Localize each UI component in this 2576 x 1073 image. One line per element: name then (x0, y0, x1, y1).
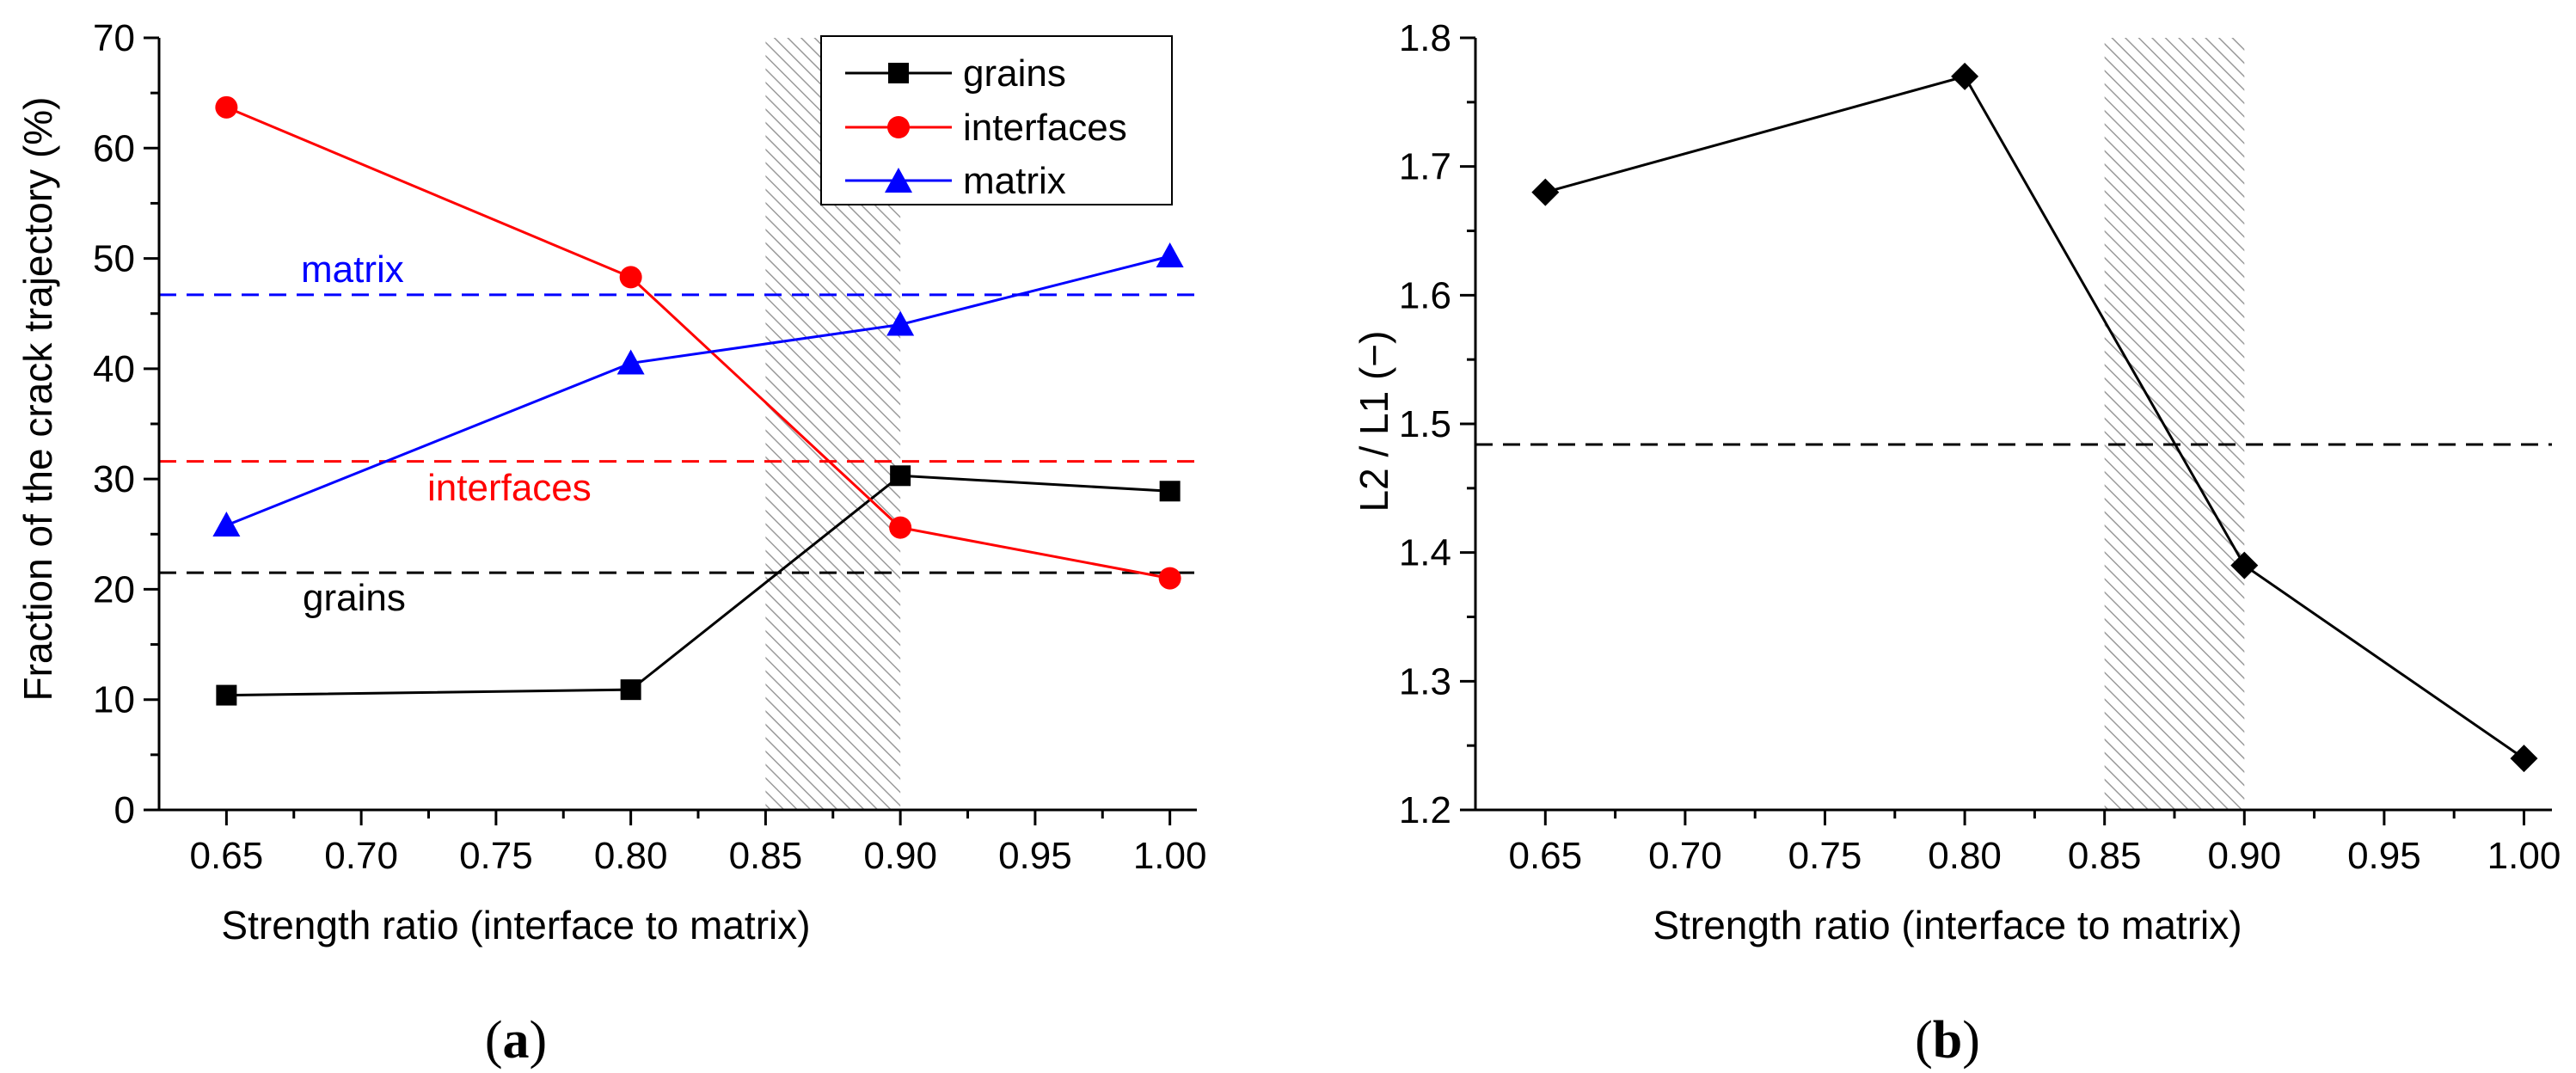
ref-label-grains: grains (303, 577, 406, 619)
y-tick-label: 30 (93, 458, 135, 500)
y-tick-label: 10 (93, 679, 135, 721)
x-tick-label: 0.75 (459, 835, 533, 877)
legend: grains interfaces matrix (820, 35, 1173, 205)
x-tick-label: 0.70 (324, 835, 398, 877)
ref-label-interfaces: interfaces (427, 467, 592, 509)
legend-entry-matrix: matrix (845, 160, 1066, 202)
data-point-interfaces-2 (889, 516, 912, 539)
data-point-l2-l1-3 (2510, 745, 2538, 773)
y-tick-label: 1.3 (1399, 660, 1451, 702)
data-point-l2-l1-2 (2230, 551, 2259, 579)
series-line-l2-l1 (1544, 75, 2525, 760)
series-line-matrix (225, 254, 1171, 527)
x-tick-label: 1.00 (1133, 835, 1207, 877)
y-tick-label: 1.4 (1399, 532, 1451, 574)
y-axis-title-b: L2 / L1 (−) (1352, 331, 1396, 512)
y-axis-title-a: Fraction of the crack trajectory (%) (15, 97, 60, 702)
chart-panel-b: 0.65 0.70 0.75 0.80 0.85 0.90 0.95 1.00 1.2 1.3 1.… (1352, 17, 2561, 947)
legend-entry-grains: grains (845, 52, 1066, 95)
series-line-grains (226, 474, 1170, 697)
legend-label-grains: grains (963, 52, 1066, 95)
x-axis-title-b: Strength ratio (interface to matrix) (1653, 903, 2242, 947)
x-tick-label: 0.90 (863, 835, 937, 877)
legend-marker-matrix (885, 168, 912, 193)
panel-label-b: (b) (1915, 1011, 1980, 1070)
y-tick-label: 20 (93, 568, 135, 610)
legend-label-matrix: matrix (963, 160, 1066, 202)
data-point-matrix-1 (616, 349, 645, 375)
data-point-interfaces-0 (215, 95, 238, 119)
data-point-grains-3 (1159, 481, 1181, 502)
data-point-matrix-3 (1156, 242, 1184, 268)
x-tick-label: 0.95 (2347, 835, 2421, 877)
data-point-l2-l1-0 (1531, 178, 1560, 206)
data-point-grains-1 (620, 679, 641, 701)
y-tick-label: 1.2 (1399, 789, 1451, 831)
x-tick-label: 0.85 (729, 835, 803, 877)
legend-marker-interfaces (887, 116, 910, 138)
data-point-matrix-0 (212, 512, 241, 537)
data-point-grains-2 (890, 465, 911, 487)
x-tick-label: 0.90 (2207, 835, 2281, 877)
y-tick-label: 1.5 (1399, 403, 1451, 445)
data-point-interfaces-1 (619, 266, 642, 289)
data-point-l2-l1-1 (1951, 62, 1979, 90)
y-tick-label: 60 (93, 127, 135, 169)
x-axis-title-a: Strength ratio (interface to matrix) (221, 903, 810, 947)
x-tick-label: 0.75 (1788, 835, 1862, 877)
legend-box (820, 35, 1173, 205)
legend-label-interfaces: interfaces (963, 107, 1127, 149)
y-tick-label: 1.6 (1399, 274, 1451, 316)
x-tick-label: 0.65 (190, 835, 264, 877)
y-tick-label: 40 (93, 348, 135, 390)
x-tick-label: 0.80 (594, 835, 668, 877)
x-tick-label: 0.85 (2068, 835, 2142, 877)
x-tick-label: 0.95 (998, 835, 1072, 877)
data-point-matrix-2 (886, 310, 915, 336)
x-tick-label: 1.00 (2487, 835, 2561, 877)
y-tick-label: 0 (114, 789, 135, 831)
panel-label-a: (a) (485, 1011, 547, 1070)
ref-label-matrix: matrix (301, 248, 404, 291)
y-tick-label: 1.8 (1399, 17, 1451, 59)
chart-panel-a: 0.65 0.70 0.75 0.80 0.85 0.90 0.95 1.00 0 10 20 30 4… (15, 17, 1206, 947)
y-tick-label: 70 (93, 17, 135, 59)
series-line-interfaces (225, 106, 1170, 580)
data-point-interfaces-3 (1158, 567, 1181, 590)
y-tick-label: 50 (93, 238, 135, 280)
x-tick-label: 0.65 (1508, 835, 1582, 877)
legend-entry-interfaces: interfaces (845, 107, 1127, 149)
hatched-region (2104, 38, 2245, 810)
x-tick-label: 0.80 (1928, 835, 2002, 877)
legend-marker-grains (888, 63, 909, 83)
data-point-grains-0 (216, 684, 237, 706)
x-tick-label: 0.70 (1648, 835, 1722, 877)
y-tick-label: 1.7 (1399, 146, 1451, 188)
